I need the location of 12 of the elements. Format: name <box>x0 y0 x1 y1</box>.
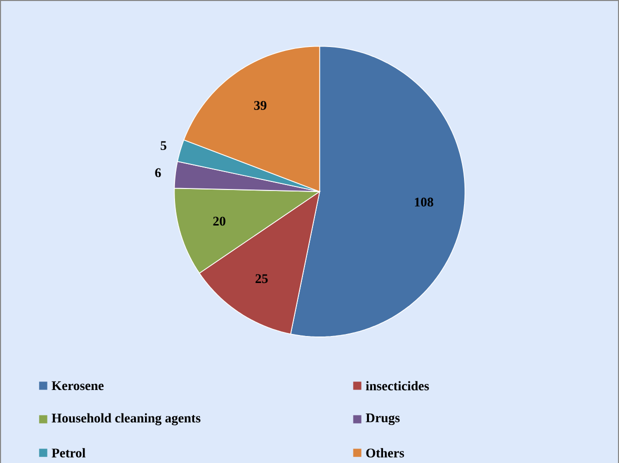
data-label: 39 <box>254 100 266 110</box>
legend-label: Petrol <box>52 448 86 458</box>
legend-label: Household cleaning agents <box>52 413 200 426</box>
legend-label: Drugs <box>366 413 400 425</box>
data-label: 108 <box>414 197 434 206</box>
data-label: 20 <box>213 216 226 226</box>
legend-label: Kerosene <box>52 381 104 390</box>
legend-label: insecticides <box>366 380 429 390</box>
data-label: 5 <box>160 141 166 150</box>
data-label: 25 <box>256 274 268 283</box>
data-label: 6 <box>155 168 161 177</box>
legend-label: Others <box>366 448 404 458</box>
